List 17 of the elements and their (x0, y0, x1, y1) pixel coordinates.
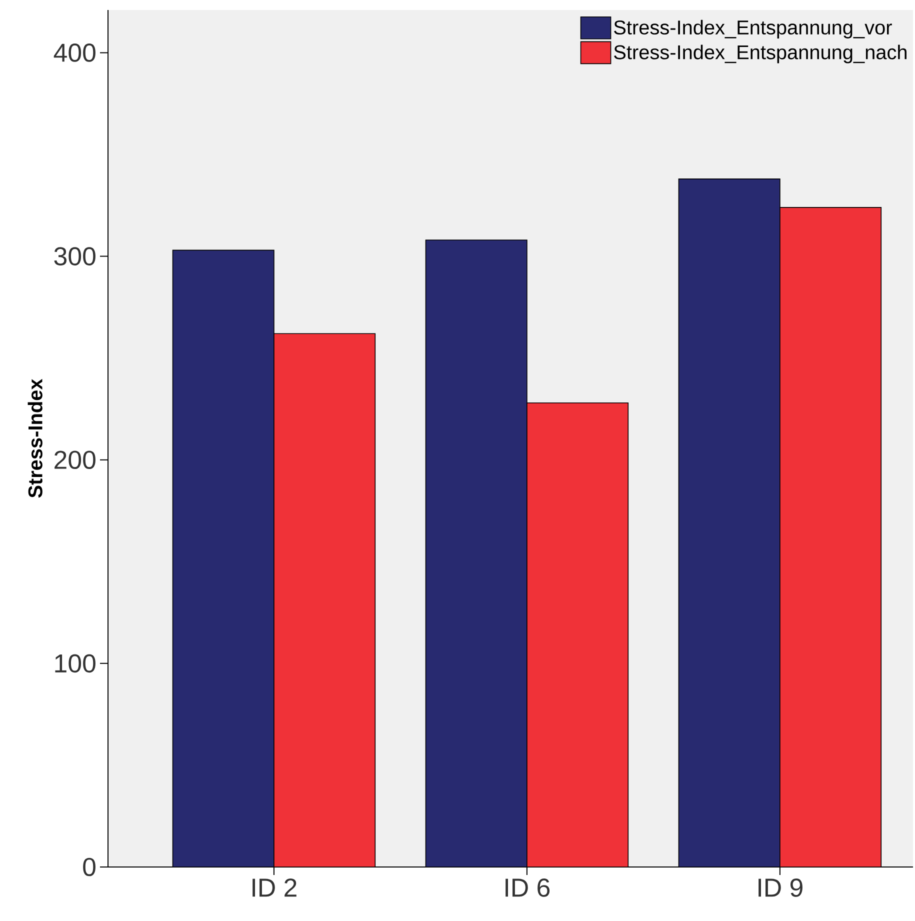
bar (172, 250, 274, 867)
legend-label: Stress-Index_Entspannung_nach (614, 44, 906, 64)
bar (526, 402, 629, 867)
x-tick-label: ID 9 (758, 878, 802, 897)
y-tick-label: 100 (55, 654, 96, 673)
y-tick-label: 400 (54, 44, 96, 62)
bar (678, 178, 780, 867)
x-tick-label: ID 2 (252, 878, 296, 897)
y-tick-label: 300 (54, 247, 96, 266)
y-axis-title: Stress-Index (28, 378, 42, 498)
bar (780, 207, 882, 867)
legend-label: Stress-Index_Entspannung_vor (614, 20, 892, 38)
y-tick-label: 200 (54, 450, 96, 470)
x-tick-label: ID 6 (506, 878, 550, 897)
y-tick-label: 0 (83, 858, 96, 876)
bar (274, 333, 376, 867)
bar (425, 240, 528, 867)
